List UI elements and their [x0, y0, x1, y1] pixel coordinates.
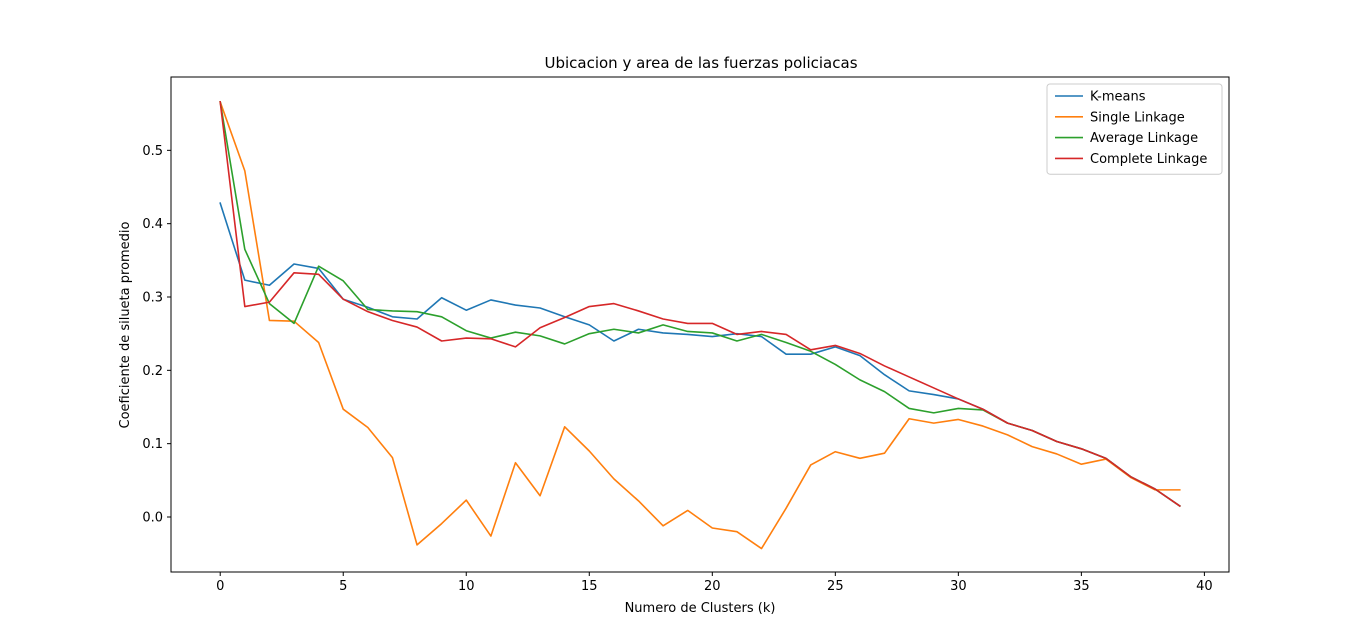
- x-tick-label: 35: [1073, 579, 1090, 594]
- x-tick-label: 10: [458, 579, 475, 594]
- chart-title: Ubicacion y area de las fuerzas policiac…: [544, 54, 857, 72]
- legend-frame: [1046, 83, 1223, 175]
- y-tick-label: 0.5: [142, 144, 163, 159]
- x-tick-label: 30: [950, 579, 967, 594]
- x-tick-label: 40: [1196, 579, 1213, 594]
- y-tick-label: 0.1: [142, 437, 163, 452]
- axes-frame: [170, 76, 1230, 573]
- x-tick-label: 20: [704, 579, 721, 594]
- x-tick-label: 0: [216, 579, 224, 594]
- series-line-single-linkage: [219, 100, 1181, 550]
- legend-label-average-linkage: Average Linkage: [1090, 131, 1198, 146]
- legend-label-complete-linkage: Complete Linkage: [1090, 152, 1207, 167]
- y-tick-label: 0.3: [142, 291, 163, 306]
- plot-area: 0 5 10 15 20 25 30 35 40 0.0 0.1 0.2 0.3 0.4 0.5: [142, 76, 1230, 594]
- series-line-complete-linkage: [219, 101, 1181, 508]
- y-axis-title: Coeficiente de silueta promedio: [118, 221, 133, 428]
- legend-label-k-means: K-means: [1090, 90, 1146, 105]
- x-tick-label: 25: [827, 579, 844, 594]
- x-axis-title: Numero de Clusters (k): [625, 601, 776, 616]
- y-tick-label: 0.2: [142, 364, 163, 379]
- x-tick-label: 5: [339, 579, 347, 594]
- y-tick-label: 0.0: [142, 511, 163, 526]
- legend-label-single-linkage: Single Linkage: [1090, 110, 1185, 125]
- legend: K-means Single Linkage Average Linkage Comp…: [1046, 83, 1223, 175]
- y-tick-label: 0.4: [142, 217, 163, 232]
- x-tick-label: 15: [581, 579, 598, 594]
